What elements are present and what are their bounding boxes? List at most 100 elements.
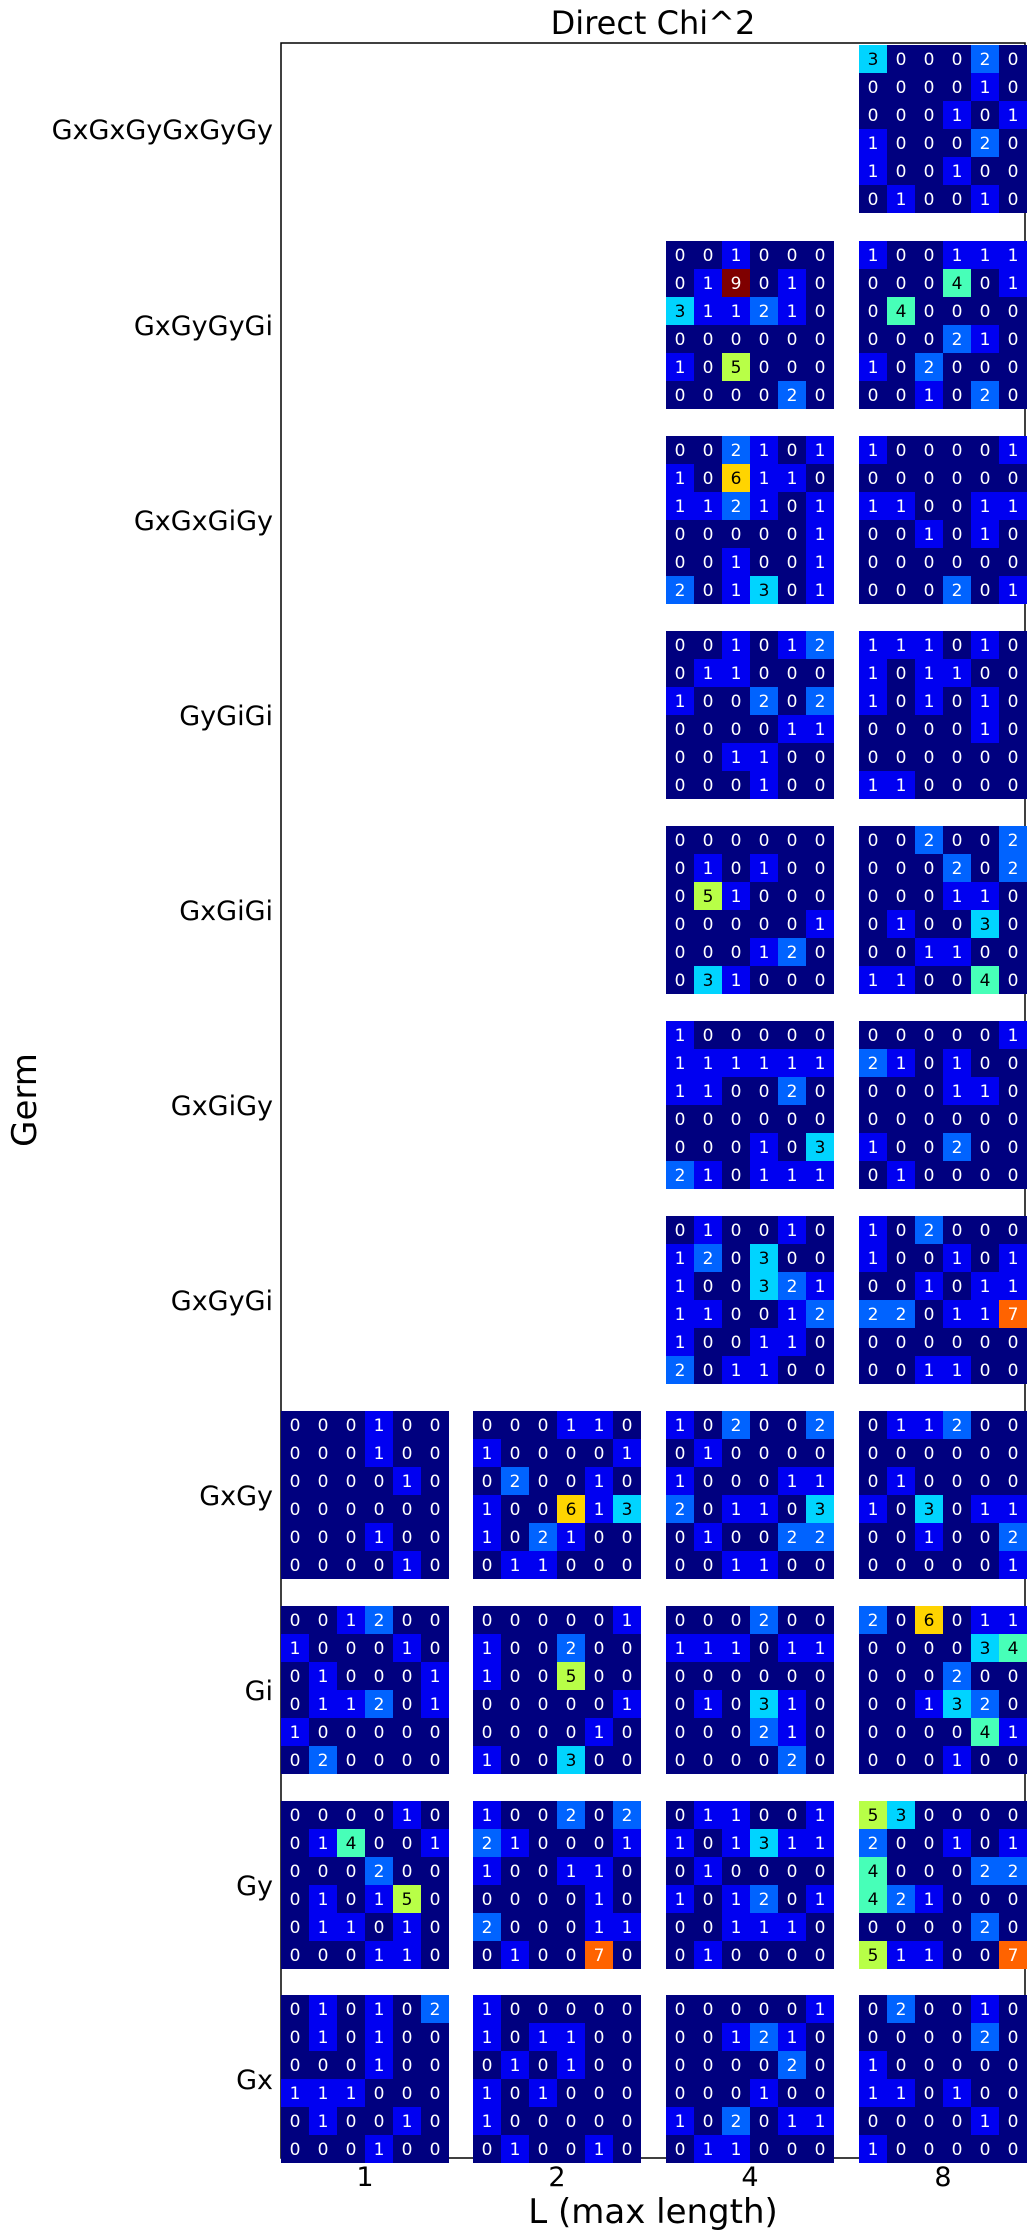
cell-value-label: 0 — [759, 330, 770, 350]
cell-value-label: 0 — [815, 1723, 826, 1743]
cell-value-label: 0 — [815, 1751, 826, 1771]
heatmap-cell — [722, 381, 750, 409]
heatmap-cell — [999, 436, 1027, 464]
heatmap-cell — [971, 1606, 999, 1634]
cell-value-label: 0 — [703, 358, 714, 378]
heatmap-cell — [943, 1216, 971, 1244]
cell-value-label: 1 — [731, 1639, 742, 1659]
cell-value-label: 0 — [924, 1054, 935, 1074]
cell-value-label: 0 — [815, 887, 826, 907]
heatmap-cell — [778, 1439, 806, 1467]
heatmap-cell — [337, 1718, 365, 1746]
cell-value-label: 0 — [290, 1834, 301, 1854]
cell-value-label: 0 — [952, 915, 963, 935]
heatmap-cell — [473, 1439, 501, 1467]
cell-value-label: 0 — [510, 1862, 521, 1882]
heatmap-cell — [859, 1244, 887, 1272]
heatmap-cell — [557, 1885, 585, 1913]
cell-value-label: 0 — [566, 2112, 577, 2132]
cell-value-label: 0 — [924, 1166, 935, 1186]
heatmap-cell — [887, 1690, 915, 1718]
cell-value-label: 0 — [896, 1277, 907, 1297]
cell-value-label: 1 — [1008, 441, 1019, 461]
heatmap-cell — [309, 1690, 337, 1718]
cell-value-label: 0 — [868, 2028, 879, 2048]
cell-value-label: 0 — [1008, 50, 1019, 70]
cell-value-label: 0 — [1008, 553, 1019, 573]
cell-value-label: 1 — [952, 1054, 963, 1074]
heatmap-cell — [943, 45, 971, 73]
cell-value-label: 0 — [594, 1695, 605, 1715]
heatmap-cell — [722, 1467, 750, 1495]
heatmap-cell — [722, 1356, 750, 1384]
cell-value-label: 0 — [1008, 887, 1019, 907]
heatmap-cell — [613, 1718, 641, 1746]
heatmap-cell — [859, 576, 887, 604]
heatmap-cell — [750, 1439, 778, 1467]
cell-value-label: 1 — [703, 1695, 714, 1715]
cell-value-label: 1 — [815, 525, 826, 545]
cell-value-label: 1 — [759, 1918, 770, 1938]
heatmap-cell — [501, 1690, 529, 1718]
heatmap-cell — [971, 659, 999, 687]
cell-value-label: 0 — [952, 469, 963, 489]
cell-value-label: 0 — [402, 2140, 413, 2160]
cell-value-label: 1 — [896, 1416, 907, 1436]
heatmap-cell — [887, 1523, 915, 1551]
cell-value-label: 0 — [290, 1667, 301, 1687]
cell-value-label: 0 — [675, 1918, 686, 1938]
heatmap-cell — [666, 1356, 694, 1384]
heatmap-cell — [806, 241, 834, 269]
cell-value-label: 0 — [510, 2000, 521, 2020]
cell-value-label: 4 — [896, 302, 907, 322]
heatmap-cell — [421, 1606, 449, 1634]
cell-value-label: 0 — [402, 1862, 413, 1882]
cell-value-label: 0 — [622, 2056, 633, 2076]
heatmap-cell — [557, 1439, 585, 1467]
heatmap-cell — [806, 854, 834, 882]
heatmap-cell — [750, 1328, 778, 1356]
cell-value-label: 2 — [759, 692, 770, 712]
heatmap-cell — [529, 1606, 557, 1634]
cell-value-label: 3 — [759, 1249, 770, 1269]
cell-value-label: 0 — [952, 1221, 963, 1241]
cell-value-label: 0 — [868, 1556, 879, 1576]
heatmap-cell — [887, 297, 915, 325]
cell-value-label: 1 — [703, 2140, 714, 2160]
heatmap-cell — [750, 743, 778, 771]
heatmap-cell — [943, 1411, 971, 1439]
heatmap-cell — [887, 938, 915, 966]
heatmap-cell — [501, 1439, 529, 1467]
heatmap-cell — [806, 1551, 834, 1579]
heatmap-block: 0 0 0 1 0 00 0 0 1 0 00 0 0 0 1 00 0 0 0 0 00 0 0 1 0 00 0 0 0 1 0 — [281, 1411, 449, 1579]
heatmap-cell — [778, 1300, 806, 1328]
cell-value-label: 1 — [731, 636, 742, 656]
heatmap-cell — [309, 1857, 337, 1885]
cell-value-label: 1 — [482, 1751, 493, 1771]
heatmap-cell — [666, 1411, 694, 1439]
heatmap-cell — [943, 1300, 971, 1328]
cell-value-label: 0 — [1008, 2028, 1019, 2048]
cell-value-label: 0 — [952, 190, 963, 210]
cell-value-label: 7 — [594, 1946, 605, 1966]
cell-value-label: 0 — [1008, 2112, 1019, 2132]
cell-value-label: 0 — [759, 1416, 770, 1436]
cell-value-label: 2 — [1008, 1528, 1019, 1548]
heatmap-cell — [421, 1941, 449, 1969]
cell-value-label: 0 — [868, 1333, 879, 1353]
heatmap-cell — [859, 464, 887, 492]
heatmap-cell — [750, 659, 778, 687]
cell-value-label: 0 — [318, 1611, 329, 1631]
heatmap-cell — [971, 1411, 999, 1439]
heatmap-cell — [666, 1328, 694, 1356]
cell-value-label: 0 — [924, 1556, 935, 1576]
cell-value-label: 1 — [318, 1834, 329, 1854]
cell-value-label: 0 — [896, 1723, 907, 1743]
heatmap-cell — [806, 1746, 834, 1774]
cell-value-label: 0 — [703, 1026, 714, 1046]
heatmap-cell — [281, 1801, 309, 1829]
heatmap-cell — [473, 1718, 501, 1746]
cell-value-label: 0 — [952, 50, 963, 70]
heatmap-cell — [529, 1718, 557, 1746]
